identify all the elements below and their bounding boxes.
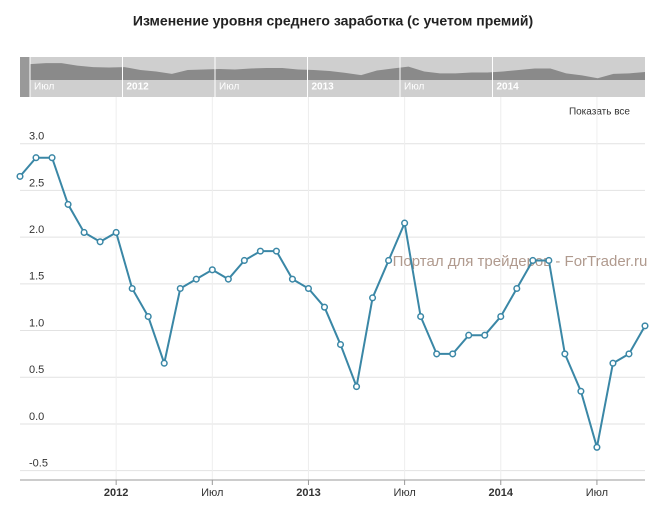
navigator-label: Июл [404, 82, 424, 93]
data-point [304, 284, 313, 293]
x-tick-label: Июл [201, 487, 223, 499]
data-point [96, 238, 104, 246]
y-tick-label: 2.0 [29, 224, 44, 236]
data-point [497, 312, 505, 321]
data-point [64, 200, 72, 208]
x-tick-label: Июл [586, 487, 608, 499]
data-point [32, 154, 40, 162]
chart-title: Изменение уровня среднего заработка (с у… [133, 13, 533, 29]
x-tick-label: 2014 [489, 487, 514, 499]
data-point [112, 228, 120, 237]
y-tick-label: 0.0 [29, 411, 44, 423]
data-point [625, 350, 633, 358]
data-point [401, 219, 409, 227]
data-point [224, 275, 232, 283]
data-point [320, 303, 329, 311]
data-point [417, 312, 425, 321]
y-tick-label: 3.0 [29, 131, 44, 143]
data-point [609, 359, 617, 367]
y-tick-label: -0.5 [29, 458, 48, 470]
data-point [513, 284, 521, 293]
x-tick-label: Июл [393, 487, 415, 499]
data-point [272, 247, 280, 255]
data-point [352, 383, 361, 391]
navigator-label: 2014 [497, 82, 520, 93]
data-point [256, 247, 264, 255]
data-point [449, 350, 457, 358]
navigator-label: Июл [34, 82, 54, 93]
data-point [80, 228, 88, 237]
data-point [561, 350, 569, 358]
data-point [641, 322, 649, 330]
data-point [369, 294, 377, 302]
data-point [240, 256, 248, 265]
navigator-handle[interactable] [20, 57, 30, 97]
data-point [48, 154, 56, 162]
data-point [481, 331, 489, 339]
series-line [19, 156, 646, 448]
show-all-button[interactable]: Показать все [569, 107, 630, 118]
data-point [433, 350, 441, 358]
navigator-area [30, 63, 645, 80]
data-point [593, 443, 601, 451]
data-point [336, 340, 345, 349]
data-point [545, 256, 553, 265]
navigator-label: Июл [219, 82, 239, 93]
y-tick-label: 1.0 [29, 317, 44, 329]
data-point [192, 275, 200, 283]
data-point [465, 331, 473, 339]
x-tick-label: 2012 [104, 487, 128, 499]
data-point [577, 387, 585, 395]
data-point [208, 266, 216, 274]
x-tick-label: 2013 [296, 487, 320, 499]
data-point [144, 312, 152, 321]
navigator-label: 2013 [312, 82, 335, 93]
y-tick-label: 1.5 [29, 271, 44, 283]
data-point [529, 256, 537, 265]
watermark: Портал для трейдеров - ForTrader.ru [393, 253, 648, 270]
data-point [16, 172, 24, 180]
data-point [160, 359, 168, 367]
data-point [128, 284, 136, 293]
navigator-label: 2012 [127, 82, 150, 93]
data-point [385, 256, 393, 265]
y-tick-label: 2.5 [29, 177, 44, 189]
data-point [288, 275, 296, 283]
data-point [176, 284, 184, 293]
y-tick-label: 0.5 [29, 364, 44, 376]
